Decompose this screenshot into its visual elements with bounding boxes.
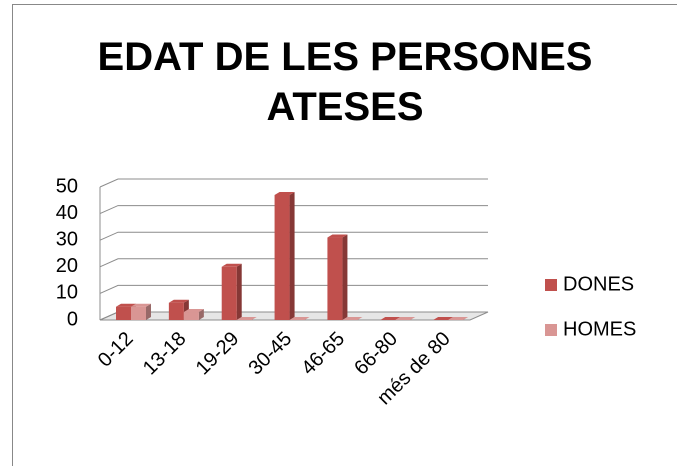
- x-tick-label: 0-12: [94, 328, 138, 372]
- bar-side: [198, 309, 204, 320]
- chart-title: EDAT DE LES PERSONES ATESES: [97, 35, 593, 129]
- x-tick-label: 13-18: [139, 328, 191, 380]
- bar-top: [183, 309, 204, 313]
- y-tick-label: 50: [56, 175, 78, 197]
- legend-swatch: [545, 324, 557, 336]
- bar-side: [236, 263, 242, 320]
- bar-top: [168, 299, 189, 303]
- y-tick-label: 30: [56, 228, 78, 250]
- bar-side: [342, 234, 348, 320]
- grid-line: [99, 231, 488, 241]
- bar: [116, 306, 131, 320]
- grid-line: [99, 205, 488, 215]
- bar-side: [289, 191, 295, 320]
- bar-top: [433, 317, 454, 320]
- chart-border: [12, 4, 677, 466]
- y-tick-label: 20: [56, 255, 78, 277]
- bar-top: [116, 303, 136, 307]
- legend-swatch: [545, 279, 557, 291]
- bar-top: [448, 317, 469, 320]
- x-tick-label: 30-45: [245, 328, 297, 380]
- y-tick-label: 0: [67, 308, 78, 330]
- x-tick-label: 19-29: [192, 328, 244, 380]
- grid-line: [99, 258, 488, 268]
- x-tick-label: 46-65: [297, 328, 349, 380]
- legend-label: DONES: [563, 273, 634, 295]
- bar-top: [327, 234, 348, 238]
- bar-top: [131, 303, 151, 307]
- bar: [183, 312, 199, 320]
- y-tick-label: 10: [56, 282, 78, 304]
- bar-top: [380, 317, 401, 320]
- bar: [131, 306, 146, 320]
- bar: [274, 194, 290, 320]
- bar-side: [146, 303, 151, 320]
- legend-label: HOMES: [563, 318, 636, 340]
- bar-top: [274, 191, 295, 195]
- bar-top: [342, 317, 363, 320]
- bar: [221, 266, 237, 320]
- grid-line: [99, 284, 488, 294]
- bar-top: [395, 317, 416, 320]
- bar-top: [236, 317, 257, 320]
- grid-line: [99, 178, 488, 188]
- y-tick-label: 40: [56, 202, 78, 224]
- bar: [327, 237, 343, 320]
- bar: [168, 302, 184, 320]
- bar-top: [221, 263, 242, 267]
- bar-top: [289, 317, 310, 320]
